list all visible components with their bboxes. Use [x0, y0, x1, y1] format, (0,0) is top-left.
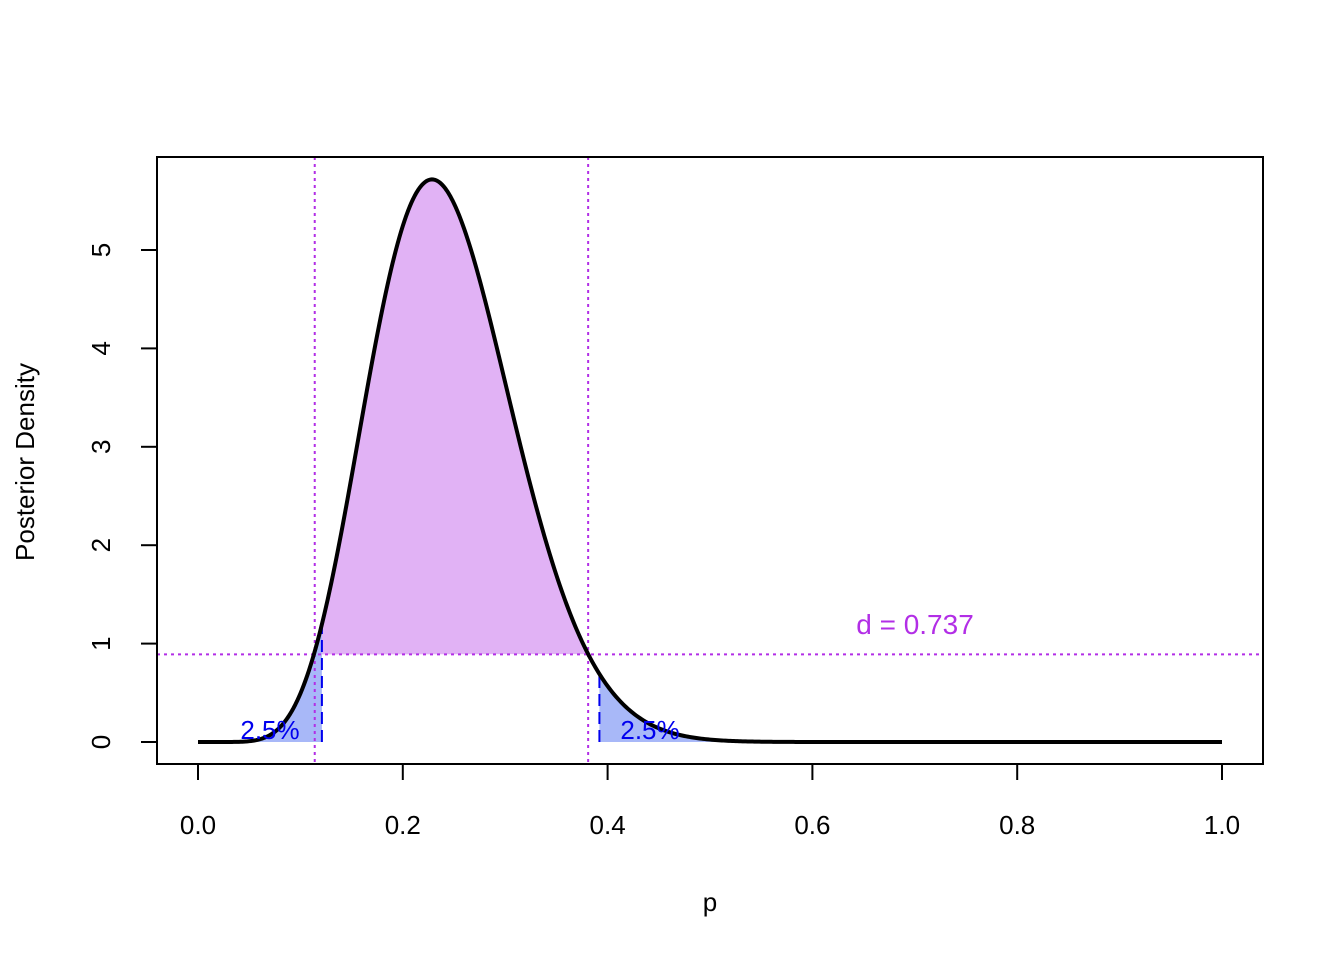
x-tick-label: 0.0	[180, 810, 216, 840]
y-axis: 0 1 2 3 4 5	[86, 243, 158, 749]
hpd-region-fill	[314, 179, 589, 655]
left-tail-label: 2.5%	[240, 715, 299, 745]
x-tick-label: 0.2	[385, 810, 421, 840]
y-axis-title: Posterior Density	[10, 363, 40, 561]
right-tail-label: 2.5%	[620, 715, 679, 745]
x-axis: 0.0 0.2 0.4 0.6 0.8 1.0	[180, 763, 1240, 840]
y-tick-label: 4	[86, 341, 116, 355]
plot-frame	[156, 156, 1264, 765]
y-tick-label: 5	[86, 243, 116, 257]
density-curve	[197, 177, 1223, 744]
y-tick-label: 3	[86, 440, 116, 454]
y-tick-label: 2	[86, 538, 116, 552]
x-tick-label: 0.4	[590, 810, 626, 840]
x-tick-label: 0.8	[999, 810, 1035, 840]
x-tick-label: 1.0	[1204, 810, 1240, 840]
right-tail-fill	[599, 673, 1222, 742]
y-tick-label: 1	[86, 636, 116, 650]
threshold-label: d = 0.737	[856, 609, 974, 640]
x-axis-title: p	[703, 887, 717, 917]
x-tick-label: 0.6	[794, 810, 830, 840]
y-tick-label: 0	[86, 735, 116, 749]
left-tail-fill	[198, 624, 322, 742]
